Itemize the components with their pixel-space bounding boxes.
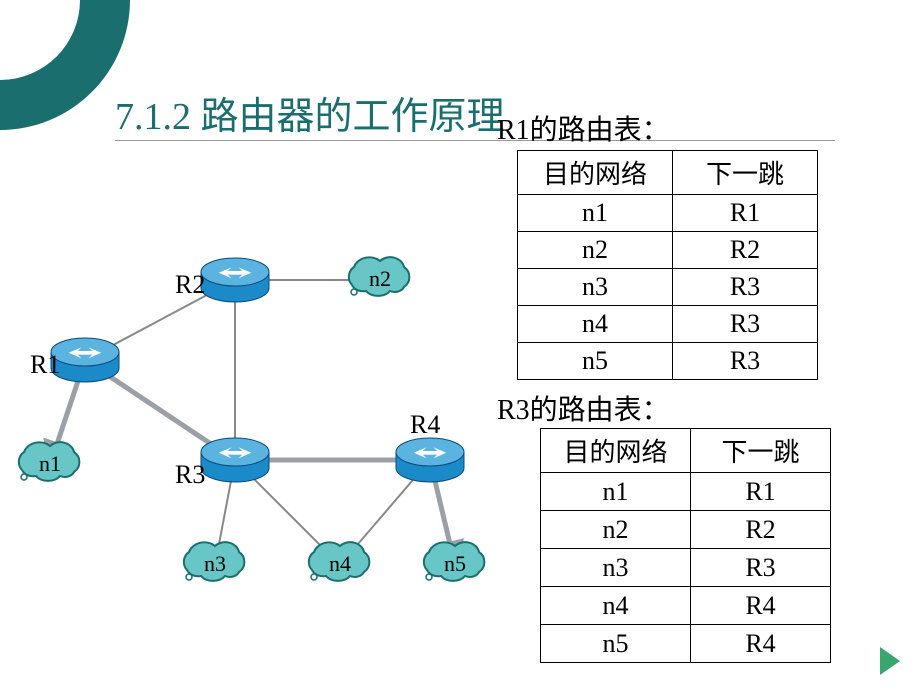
table-cell: n2	[541, 511, 691, 549]
link	[340, 460, 430, 565]
routing-table-r1-table: 目的网络下一跳n1R1n2R2n3R3n4R3n5R3	[517, 150, 818, 380]
table1-title: R1的路由表：	[497, 108, 670, 148]
table-row: n2R2	[541, 511, 831, 549]
table-row: n3R3	[541, 549, 831, 587]
router-R4	[396, 438, 464, 482]
cloud-n4: n4	[309, 542, 370, 581]
table-cell: R1	[691, 473, 831, 511]
table-cell: n1	[541, 473, 691, 511]
cloud-label: n1	[39, 451, 61, 476]
cloud-label: n2	[369, 266, 391, 291]
table-cell: R3	[673, 269, 818, 306]
slide-title: 7.1.2 路由器的工作原理	[115, 85, 505, 140]
table-cell: n3	[541, 549, 691, 587]
table-row: n1R1	[541, 473, 831, 511]
cloud-label: n5	[444, 551, 466, 576]
cloud-label: n3	[204, 551, 226, 576]
router-R3	[201, 438, 269, 482]
router-label-R1: R1	[30, 350, 60, 380]
table-cell: n5	[541, 625, 691, 663]
table-header: 目的网络	[541, 429, 691, 473]
table-cell: R3	[673, 343, 818, 380]
table-cell: R3	[673, 306, 818, 343]
table-cell: R3	[691, 549, 831, 587]
table-row: n3R3	[518, 269, 818, 306]
next-slide-button[interactable]	[880, 647, 900, 675]
table-header: 下一跳	[691, 429, 831, 473]
cloud-n3: n3	[184, 542, 245, 581]
cloud-n5: n5	[424, 542, 485, 581]
table-cell: n3	[518, 269, 673, 306]
router-R2	[201, 258, 269, 302]
table-cell: R4	[691, 625, 831, 663]
table-cell: R1	[673, 195, 818, 232]
table-row: n2R2	[518, 232, 818, 269]
table-row: n5R4	[541, 625, 831, 663]
table-cell: n2	[518, 232, 673, 269]
link	[235, 460, 340, 565]
link	[430, 460, 455, 565]
router-label-R3: R3	[175, 460, 205, 490]
router-label-R2: R2	[175, 270, 205, 300]
title-underline	[115, 140, 835, 141]
table-row: n4R4	[541, 587, 831, 625]
table-cell: n1	[518, 195, 673, 232]
highlight-path-segment	[430, 460, 455, 565]
table-cell: n4	[541, 587, 691, 625]
table-cell: R2	[673, 232, 818, 269]
router-R1	[51, 338, 119, 382]
table-header: 下一跳	[673, 151, 818, 195]
table-row: n1R1	[518, 195, 818, 232]
table-cell: R2	[691, 511, 831, 549]
table-cell: n4	[518, 306, 673, 343]
link	[85, 360, 235, 460]
routing-table-r3-table: 目的网络下一跳n1R1n2R2n3R3n4R4n5R4	[540, 428, 831, 663]
table-header: 目的网络	[518, 151, 673, 195]
highlight-path-segment	[85, 360, 235, 460]
table2-title: R3的路由表：	[497, 388, 670, 428]
cloud-n2: n2	[349, 257, 410, 296]
table-cell: n5	[518, 343, 673, 380]
table-row: n4R3	[518, 306, 818, 343]
link	[85, 280, 235, 360]
cloud-n1: n1	[19, 442, 80, 481]
router-label-R4: R4	[410, 410, 440, 440]
link	[215, 460, 235, 565]
cloud-label: n4	[329, 551, 351, 576]
table-cell: R4	[691, 587, 831, 625]
table-row: n5R3	[518, 343, 818, 380]
